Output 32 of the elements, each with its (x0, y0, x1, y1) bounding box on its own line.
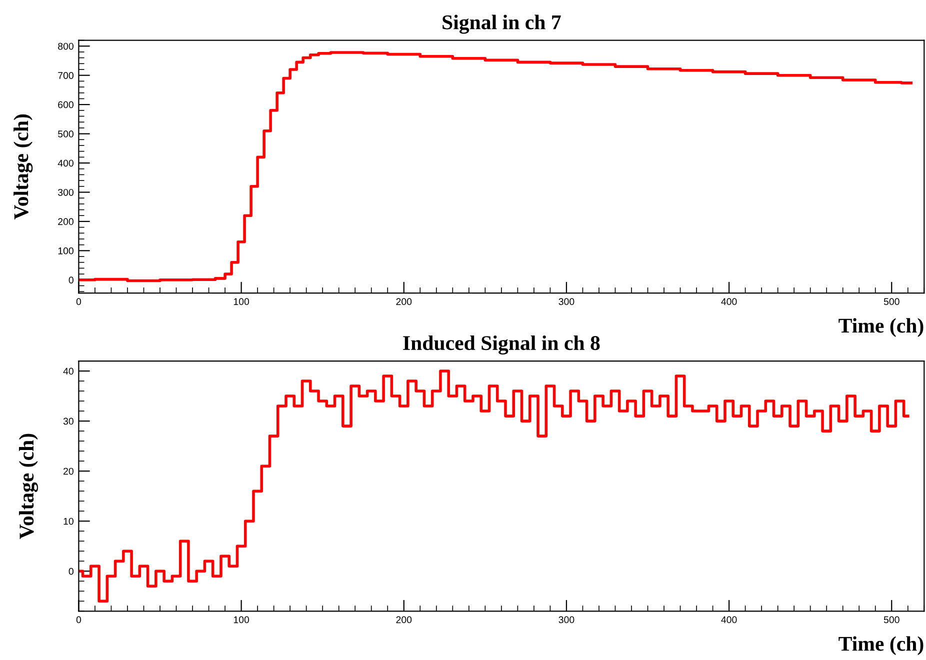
y-tick-label: 30 (63, 418, 74, 425)
y-axis-title: Voltage (ch) (18, 434, 38, 539)
y-tick-label: 0 (68, 276, 74, 284)
y-tick-label: 100 (58, 247, 74, 254)
y-tick-label: 800 (58, 42, 74, 50)
x-tick-label: 200 (396, 616, 412, 624)
y-tick-label: 600 (58, 101, 74, 108)
x-tick-label: 0 (76, 616, 82, 624)
x-tick-label: 200 (396, 298, 412, 306)
x-tick-label: 100 (234, 298, 250, 306)
x-tick-label: 400 (721, 616, 737, 624)
y-axis-title: Voltage (ch) (14, 114, 33, 220)
y-tick-label: 20 (64, 468, 74, 475)
x-tick-label: 400 (721, 298, 737, 306)
y-tick-label: 10 (64, 518, 74, 525)
y-tick-label: 40 (63, 368, 74, 375)
x-axis-title: Time (ch) (838, 636, 924, 656)
y-tick-label: 500 (58, 130, 74, 138)
y-tick-label: 300 (58, 188, 74, 196)
x-tick-label: 100 (234, 616, 250, 624)
y-tick-label: 200 (58, 218, 74, 226)
x-tick-label: 0 (76, 298, 82, 306)
x-tick-label: 300 (558, 616, 574, 624)
x-tick-label: 500 (884, 298, 900, 306)
x-axis-title: Time (ch) (838, 318, 924, 337)
y-tick-label: 0 (68, 568, 74, 575)
chart-title: Signal in ch 7 (442, 14, 561, 34)
y-tick-label: 400 (58, 160, 74, 167)
x-tick-label: 500 (884, 616, 900, 624)
x-tick-label: 300 (558, 298, 574, 306)
chart-title: Induced Signal in ch 8 (403, 335, 600, 355)
y-tick-label: 700 (58, 72, 74, 79)
